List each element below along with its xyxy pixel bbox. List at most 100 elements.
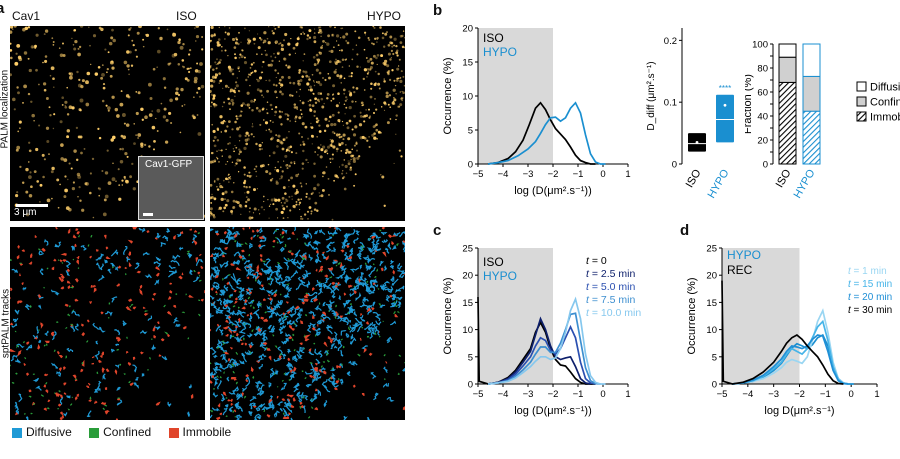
palm-spot (341, 58, 345, 61)
diffusive-track (259, 286, 266, 291)
diffusive-track (370, 282, 376, 291)
palm-spot (121, 113, 126, 117)
palm-spot (341, 27, 344, 29)
palm-spot (310, 126, 314, 129)
palm-spot (386, 121, 390, 125)
confined-track (231, 363, 235, 368)
palm-spot (215, 67, 218, 70)
b-hist-series-line (487, 101, 596, 165)
palm-spot (234, 165, 236, 167)
palm-spot (399, 79, 403, 83)
confined-track (337, 378, 340, 381)
immobile-track (392, 269, 396, 275)
diffusive-track (228, 227, 235, 230)
palm-spot (368, 136, 370, 138)
diffusive-track (368, 322, 373, 327)
diffusive-track (364, 325, 373, 331)
scale-bar-label: 3 μm (14, 207, 37, 218)
immobile-track (74, 396, 78, 401)
palm-spot (343, 92, 346, 95)
palm-spot (256, 78, 258, 81)
palm-spot (227, 178, 229, 181)
immobile-track (308, 348, 312, 353)
d-hist-x-tick-label: −5 (717, 389, 728, 400)
diffusive-track (228, 389, 237, 395)
palm-spot (30, 100, 33, 104)
palm-spot (316, 98, 320, 102)
diffusive-track (255, 381, 259, 389)
palm-spot (269, 203, 272, 206)
diffusive-track (277, 401, 283, 406)
palm-spot (336, 74, 340, 78)
palm-spot (310, 210, 313, 213)
palm-spot (195, 35, 200, 39)
palm-spot (301, 217, 304, 220)
diffusive-track (233, 362, 240, 367)
palm-spot (49, 114, 52, 117)
diffusive-track (301, 252, 307, 257)
palm-spot (162, 77, 166, 81)
diffusive-track (316, 373, 322, 380)
immobile-track (366, 307, 371, 313)
immobile-track (58, 355, 64, 359)
immobile-track (60, 274, 65, 280)
d-hist-y-tick-label: 15 (706, 298, 717, 309)
palm-spot (215, 156, 218, 159)
palm-spot (288, 53, 291, 56)
confined-track (15, 372, 18, 375)
palm-spot (232, 38, 234, 40)
palm-spot (73, 47, 77, 51)
palm-spot (313, 208, 317, 211)
palm-spot (266, 89, 270, 93)
diffusive-track (195, 259, 204, 266)
palm-spot (282, 186, 286, 190)
confined-track (225, 415, 228, 418)
immobile-track (203, 290, 205, 294)
palm-spot (318, 130, 322, 133)
immobile-track (91, 356, 95, 359)
immobile-track (322, 370, 327, 375)
palm-spot (269, 103, 273, 107)
palm-spot (348, 150, 352, 154)
palm-spot (280, 141, 284, 145)
diffusive-track (391, 278, 399, 286)
palm-spot (25, 190, 29, 194)
palm-spot (381, 175, 385, 179)
diffusive-track (227, 326, 238, 332)
diffusive-track (354, 230, 361, 236)
palm-spot (372, 111, 376, 115)
diffusive-track (355, 280, 360, 285)
palm-spot (228, 155, 232, 159)
diffusive-track (135, 377, 139, 381)
diffusive-track (134, 262, 140, 270)
palm-spot (251, 71, 254, 73)
palm-spot (399, 103, 403, 107)
immobile-track (60, 278, 65, 283)
diffusive-track (210, 266, 217, 273)
palm-spot (324, 149, 328, 153)
palm-spot (340, 135, 343, 138)
palm-spot (325, 124, 330, 128)
immobile-track (235, 267, 242, 271)
immobile-track (127, 239, 134, 244)
palm-spot (175, 87, 179, 91)
immobile-track (217, 402, 221, 408)
palm-spot (275, 181, 279, 185)
palm-spot (302, 140, 305, 144)
palm-spot (390, 57, 392, 59)
palm-spot (98, 26, 102, 30)
box-y-tick-label: 0.1 (664, 98, 677, 109)
diffusive-track (261, 405, 274, 411)
palm-spot (324, 117, 328, 121)
palm-spot (216, 139, 220, 142)
diffusive-track (236, 336, 241, 343)
diffusive-track (358, 282, 365, 288)
diffusive-track (155, 232, 162, 239)
diffusive-track (277, 267, 281, 273)
confined-track (104, 404, 108, 407)
diffusive-track (347, 306, 354, 314)
palm-spot (16, 145, 21, 150)
palm-spot (315, 53, 319, 57)
palm-spot (198, 95, 201, 98)
diffusive-track (74, 323, 79, 331)
